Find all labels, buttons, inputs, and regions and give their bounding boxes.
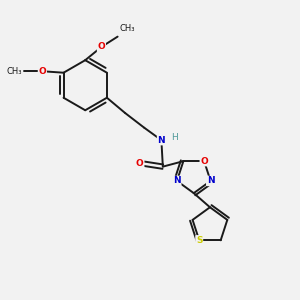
Text: O: O (136, 159, 144, 168)
Text: H: H (171, 133, 178, 142)
Text: O: O (200, 157, 208, 166)
Text: N: N (207, 176, 214, 185)
Text: N: N (158, 136, 165, 145)
Text: CH₃: CH₃ (6, 67, 22, 76)
Text: O: O (38, 67, 46, 76)
Text: CH₃: CH₃ (120, 24, 136, 33)
Text: S: S (196, 236, 202, 245)
Text: O: O (98, 42, 105, 51)
Text: N: N (173, 176, 181, 185)
